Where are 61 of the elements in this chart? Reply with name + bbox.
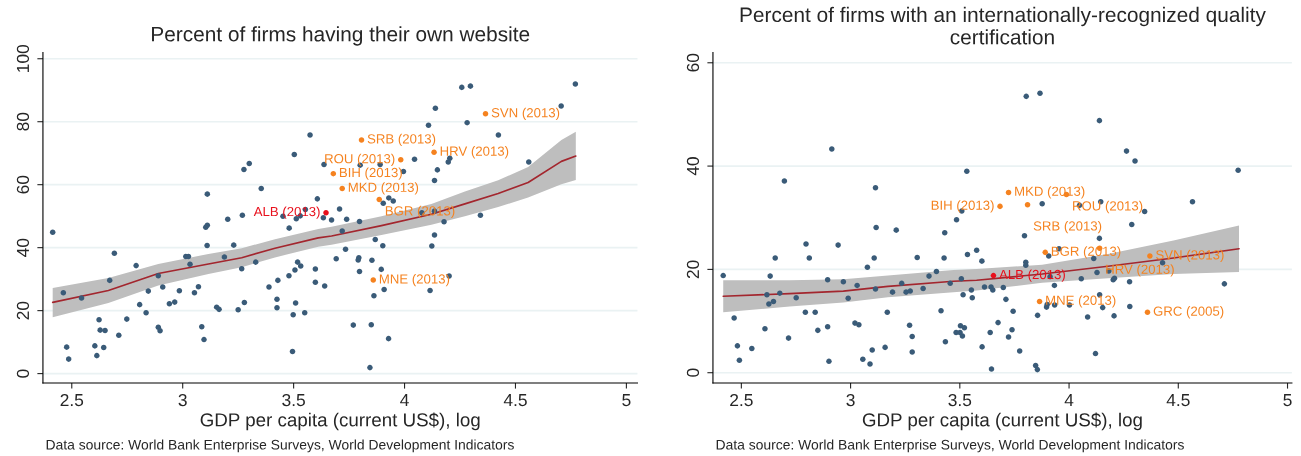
point <box>1144 309 1151 316</box>
y-tick-label: 80 <box>16 112 30 131</box>
annotation: ROU (2013) <box>325 153 395 166</box>
point <box>398 157 404 163</box>
x-tick-label: 3 <box>178 393 187 407</box>
annotation: BGR (2013) <box>1051 246 1121 259</box>
x-tick-label: 4.5 <box>1166 394 1190 407</box>
point <box>323 209 329 216</box>
annotation: ALB (2013) <box>253 206 320 219</box>
point <box>1042 249 1049 256</box>
x-tick-label: 2.5 <box>730 393 753 407</box>
point <box>1036 298 1043 305</box>
y-tick-label: 60 <box>16 175 30 194</box>
annotation: ROU (2013) <box>1073 200 1143 214</box>
point <box>370 277 377 283</box>
x-tick-label: 3 <box>846 393 855 407</box>
point <box>1147 253 1153 259</box>
x-tick-label: 4 <box>400 394 409 407</box>
annotation: HRV (2013) <box>1106 264 1174 277</box>
x-tick-label: 4 <box>1064 394 1074 407</box>
y-tick-label: 20 <box>686 260 700 279</box>
annotation: GRC (2005) <box>1153 306 1224 319</box>
point <box>431 149 437 156</box>
point <box>997 203 1003 210</box>
x-tick-label: 5 <box>622 394 631 407</box>
x-axis-title: GDP per capita (current US$), log <box>862 412 1142 431</box>
point <box>358 137 365 143</box>
annotation: SRB (2013) <box>1033 220 1102 234</box>
x-axis-title: GDP per capita (current US$), log <box>200 412 480 431</box>
y-tick-label: 20 <box>16 301 30 320</box>
point <box>339 185 345 192</box>
point <box>330 170 337 177</box>
annotation: SRB (2013) <box>367 133 436 147</box>
point <box>1024 202 1031 208</box>
x-tick-label: 4.5 <box>503 394 527 407</box>
x-tick-label: 2.5 <box>60 393 84 407</box>
y-tick-label: 0 <box>16 369 30 378</box>
x-tick-label: 3.5 <box>948 393 972 407</box>
y-tick-label: 0 <box>686 368 700 377</box>
x-tick-label: 5 <box>1283 394 1292 407</box>
annotation: BIH (2013) <box>339 167 402 180</box>
y-tick-label: 100 <box>16 44 30 72</box>
annotation: MKD (2013) <box>1015 186 1085 199</box>
point <box>482 111 489 117</box>
point <box>990 272 997 279</box>
annotation: MNE (2013) <box>379 273 450 287</box>
source-note: Data source: World Bank Enterprise Surveys, World Development Indicators <box>46 439 514 453</box>
x-tick-label: 3.5 <box>282 393 305 407</box>
annotation: HRV (2013) <box>440 146 509 159</box>
y-tick-label: 60 <box>686 53 700 72</box>
chart-title: Percent of firms with an internationally-recognized quality certification <box>740 6 1266 45</box>
annotation: MKD (2013) <box>348 182 419 195</box>
source-note: Data source: World Bank Enterprise Surveys, World Development Indicators <box>716 439 1184 453</box>
point <box>1005 189 1012 196</box>
y-tick-label: 40 <box>16 238 30 257</box>
annotation: MNE (2013) <box>1046 295 1116 308</box>
y-tick-label: 40 <box>686 157 700 176</box>
chart-title: Percent of firms having their own website <box>152 26 530 46</box>
point <box>376 196 383 203</box>
annotation: BIH (2013) <box>931 200 994 213</box>
annotation: SVN (2013) <box>491 107 560 120</box>
